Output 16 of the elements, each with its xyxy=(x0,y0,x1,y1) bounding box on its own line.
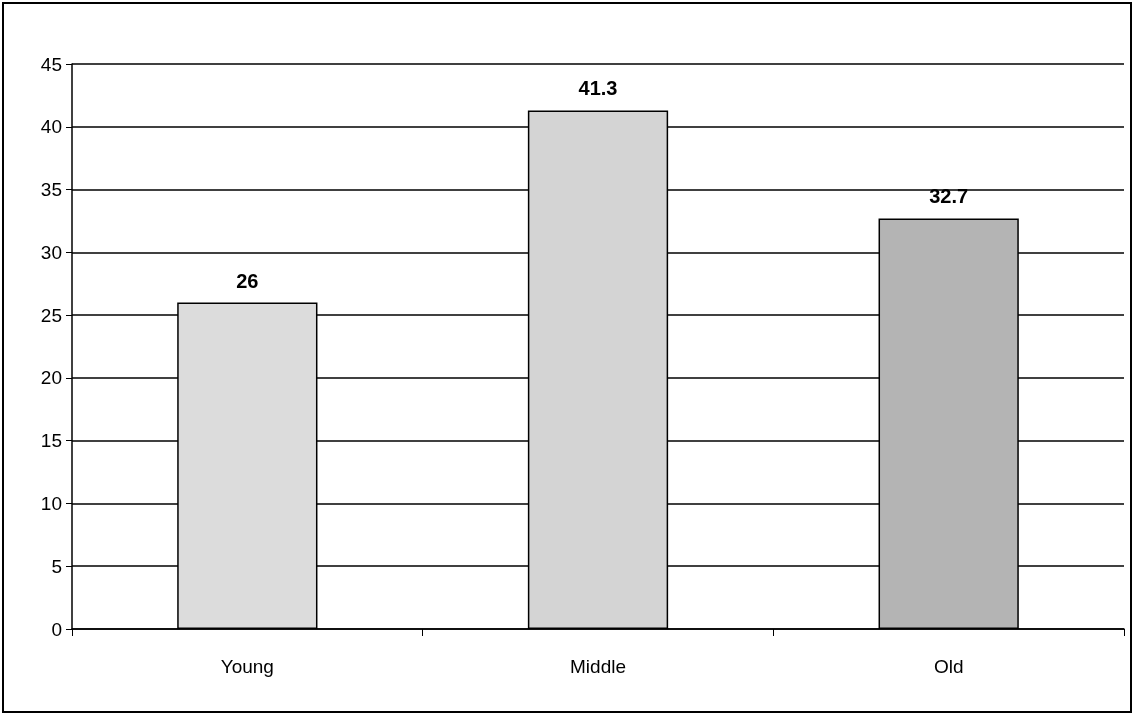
y-tick-label: 45 xyxy=(40,53,62,75)
data-label: 41.3 xyxy=(578,77,618,100)
y-tick-label: 30 xyxy=(40,241,62,263)
x-tick-label: Middle xyxy=(570,656,626,677)
y-tick-label: 20 xyxy=(40,367,62,389)
data-label: 32.7 xyxy=(929,185,969,208)
y-tick-label: 10 xyxy=(40,492,62,514)
y-tick-label: 40 xyxy=(40,116,62,138)
x-tick-label: Young xyxy=(220,656,274,677)
y-tick-label: 25 xyxy=(40,304,62,326)
x-tick-label: Old xyxy=(933,656,964,677)
data-label: 26 xyxy=(236,269,259,292)
y-tick-label: 15 xyxy=(40,430,62,452)
y-tick-label: 35 xyxy=(40,179,62,201)
y-tick-label: 0 xyxy=(51,618,62,640)
y-tick-label: 5 xyxy=(51,555,62,577)
